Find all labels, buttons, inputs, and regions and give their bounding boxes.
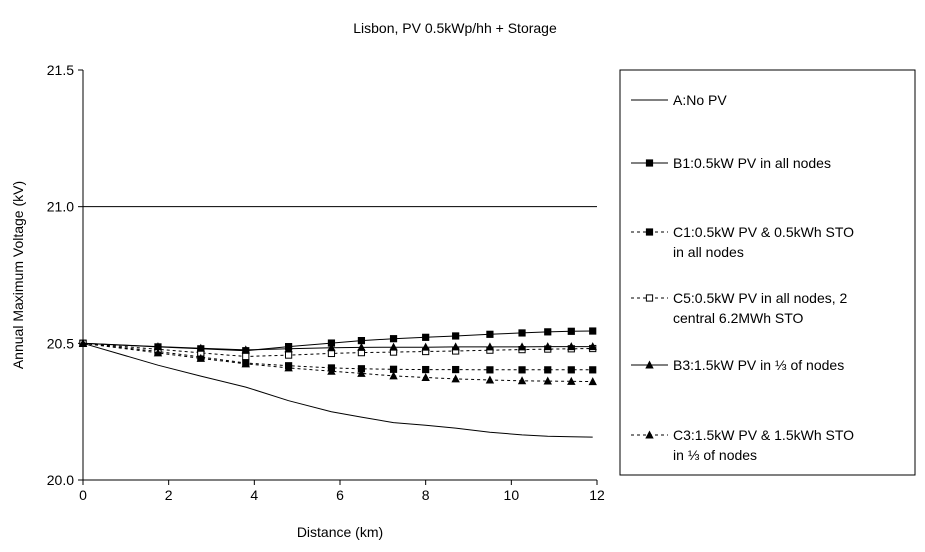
- series-5-point: [567, 342, 576, 351]
- legend-label: C1:0.5kW PV & 0.5kWh STO: [673, 224, 854, 240]
- x-tick-label: 0: [79, 487, 87, 503]
- series-6-point: [421, 373, 430, 381]
- series-5-point: [588, 342, 597, 351]
- series-2-point: [357, 337, 366, 345]
- legend-label: B3:1.5kW PV in ⅓ of nodes: [673, 357, 844, 373]
- x-tick-label: 2: [165, 487, 173, 503]
- series-3-point: [357, 365, 366, 373]
- series-5-point: [241, 345, 250, 354]
- series-2-point: [544, 328, 552, 336]
- x-tick-label: 10: [504, 487, 520, 503]
- chart-title: Lisbon, PV 0.5kWp/hh + Storage: [353, 20, 557, 36]
- legend-entry-6: C3:1.5kW PV & 1.5kWh STO in ⅓ of nodes: [631, 427, 854, 463]
- series-5-point: [543, 342, 552, 351]
- series-6-point: [153, 348, 163, 357]
- legend-swatch-marker: [645, 360, 654, 369]
- y-axis-label: Annual Maximum Voltage (kV): [10, 181, 26, 369]
- x-tick-label: 8: [422, 487, 430, 503]
- series-6-point: [241, 359, 250, 368]
- series-6-point: [451, 374, 460, 383]
- legend-entry-5: B3:1.5kW PV in ⅓ of nodes: [631, 357, 844, 373]
- legend-entry-4: C5:0.5kW PV in all nodes, 2 central 6.2MW…: [631, 290, 848, 326]
- series-6-point: [389, 371, 398, 380]
- y-tick-label: 21.5: [47, 62, 74, 78]
- series-6: [78, 338, 597, 386]
- y-tick-label: 20.0: [47, 472, 74, 488]
- series-1-line: [82, 342, 593, 438]
- legend-entry-2: B1:0.5kW PV in all nodes: [631, 155, 831, 171]
- series-3-point: [452, 365, 460, 374]
- series-2-point: [518, 329, 526, 337]
- series-6-point: [485, 375, 495, 384]
- series-1: [82, 342, 593, 438]
- series-2-point: [389, 335, 398, 343]
- series-3-point: [589, 366, 597, 374]
- series-5-point: [389, 342, 398, 351]
- legend-swatch-marker: [645, 228, 654, 236]
- x-axis-label: Distance (km): [297, 524, 383, 540]
- legend-swatch-marker: [645, 159, 654, 167]
- series-4-point: [327, 349, 336, 358]
- series-6-point: [78, 338, 88, 347]
- legend-entry-1: A:No PV: [631, 92, 727, 108]
- series-2-point: [452, 332, 460, 340]
- legend-label: in all nodes: [673, 244, 744, 260]
- series-6-point: [284, 363, 293, 372]
- series-3-point: [486, 366, 494, 374]
- series-3-point: [567, 366, 575, 374]
- series-5-point: [451, 342, 460, 351]
- x-tick-label: 4: [250, 487, 258, 503]
- x-tick-label: 12: [589, 487, 605, 503]
- series-4-point: [285, 351, 293, 359]
- series-5-point: [153, 342, 163, 351]
- legend-label: central 6.2MWh STO: [673, 310, 804, 326]
- series-6-point: [357, 368, 366, 377]
- series-5-point: [357, 342, 366, 351]
- legend-entry-3: C1:0.5kW PV & 0.5kWh STO in all nodes: [631, 224, 854, 260]
- series-5-point: [327, 343, 336, 352]
- series-5-point: [485, 342, 495, 351]
- series-2-point: [327, 339, 336, 347]
- series-2-point: [486, 330, 494, 338]
- series-3-point: [422, 365, 430, 374]
- series-2-point: [422, 333, 430, 341]
- legend-label: C5:0.5kW PV in all nodes, 2: [673, 290, 848, 306]
- legend-box: [619, 69, 916, 476]
- legend: A:No PV B1:0.5kW PV in all nodes C1:0.5kW …: [619, 69, 916, 476]
- series-6-point: [588, 377, 597, 386]
- plot-area: 20.0 20.5 21.0 21.5 0 2 4 6 8 10 12: [47, 62, 605, 503]
- series-5-point: [284, 344, 293, 353]
- legend-label: A:No PV: [673, 92, 727, 108]
- y-tick-label: 20.5: [47, 335, 74, 351]
- series-4-point: [242, 352, 250, 361]
- legend-label: in ⅓ of nodes: [673, 447, 757, 463]
- legend-label: B1:0.5kW PV in all nodes: [673, 155, 831, 171]
- series-2-point: [589, 327, 597, 335]
- series-6-point: [543, 376, 552, 385]
- series-5-point: [421, 342, 430, 351]
- series-2-point: [567, 327, 575, 335]
- series-3-point: [389, 365, 398, 373]
- series-5-point: [196, 343, 205, 352]
- series-3-point: [544, 366, 552, 374]
- series-5-point: [517, 342, 527, 351]
- series-6-point: [517, 376, 527, 385]
- x-tick-label: 6: [336, 487, 344, 503]
- y-tick-label: 21.0: [47, 199, 74, 215]
- series-4-line: [82, 342, 593, 358]
- series-6-point: [196, 353, 205, 362]
- series-3-line: [82, 342, 593, 371]
- series-6-point: [567, 376, 576, 385]
- series-3-point: [518, 366, 526, 374]
- series-5: [78, 338, 597, 354]
- legend-swatch-marker: [645, 294, 654, 302]
- series-6-point: [327, 366, 336, 375]
- legend-label: C3:1.5kW PV & 1.5kWh STO: [673, 427, 854, 443]
- legend-swatch-marker: [645, 430, 654, 439]
